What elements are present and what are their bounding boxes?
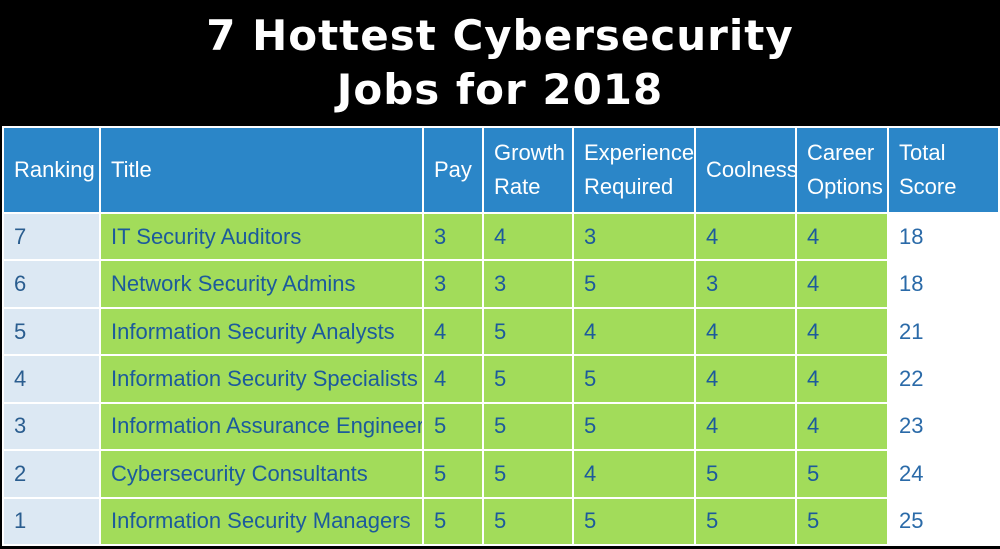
page-title-line-1: 7 Hottest Cybersecurity [206,11,794,60]
cell-title: Information Assurance Engineers [99,401,424,452]
cell-coolness: 5 [694,496,797,547]
cell-experience: 5 [572,354,696,404]
header-row: Ranking Title Pay Growth Rate Experience… [2,126,1000,214]
cell-growth-rate: 4 [482,211,574,262]
cell-career-options: 4 [795,211,889,262]
table-row: 3 Information Assurance Engineers 5 5 5 … [2,401,1000,452]
page-title-line-2: Jobs for 2018 [336,65,664,114]
header-pay: Pay [422,126,484,214]
cell-ranking: 7 [2,211,101,262]
cell-pay: 3 [422,259,484,309]
cell-total-score: 18 [887,259,1000,309]
cell-ranking: 2 [2,449,101,499]
cell-pay: 5 [422,401,484,452]
cell-pay: 4 [422,354,484,404]
cell-pay: 5 [422,496,484,547]
header-ranking: Ranking [2,126,101,214]
cell-ranking: 4 [2,354,101,404]
cell-growth-rate: 5 [482,354,574,404]
cell-experience: 4 [572,449,696,499]
cell-growth-rate: 5 [482,401,574,452]
header-career-options: Career Options [795,126,889,214]
header-total-score: Total Score [887,126,1000,214]
cell-experience: 5 [572,401,696,452]
cell-growth-rate: 5 [482,449,574,499]
table-row: 1 Information Security Managers 5 5 5 5 … [2,496,1000,547]
cell-experience: 3 [572,211,696,262]
table-row: 4 Information Security Specialists 4 5 5… [2,354,1000,404]
cell-growth-rate: 3 [482,259,574,309]
cell-career-options: 5 [795,449,889,499]
cell-career-options: 4 [795,259,889,309]
cell-ranking: 5 [2,306,101,357]
header-title: Title [99,126,424,214]
cell-total-score: 21 [887,306,1000,357]
cell-coolness: 4 [694,306,797,357]
table-row: 5 Information Security Analysts 4 5 4 4 … [2,306,1000,357]
cell-coolness: 4 [694,354,797,404]
cell-coolness: 4 [694,401,797,452]
cell-experience: 5 [572,496,696,547]
cell-title: Cybersecurity Consultants [99,449,424,499]
cell-ranking: 1 [2,496,101,547]
cell-growth-rate: 5 [482,306,574,357]
table-row: 6 Network Security Admins 3 3 5 3 4 18 [2,259,1000,309]
cell-total-score: 18 [887,211,1000,262]
cell-career-options: 4 [795,306,889,357]
header-growth-rate: Growth Rate [482,126,574,214]
table-row: 2 Cybersecurity Consultants 5 5 4 5 5 24 [2,449,1000,499]
cell-pay: 4 [422,306,484,357]
cell-coolness: 4 [694,211,797,262]
cell-growth-rate: 5 [482,496,574,547]
cell-total-score: 23 [887,401,1000,452]
cell-title: Information Security Managers [99,496,424,547]
cell-title: IT Security Auditors [99,211,424,262]
header-experience-required: Experience Required [572,126,696,214]
cell-experience: 4 [572,306,696,357]
header-coolness: Coolness [694,126,797,214]
jobs-table: Ranking Title Pay Growth Rate Experience… [2,126,1000,547]
cell-career-options: 4 [795,354,889,404]
table-row: 7 IT Security Auditors 3 4 3 4 4 18 [2,211,1000,262]
title-banner: 7 Hottest Cybersecurity Jobs for 2018 [0,0,1000,126]
cell-career-options: 4 [795,401,889,452]
cell-title: Information Security Analysts [99,306,424,357]
cell-career-options: 5 [795,496,889,547]
cell-total-score: 22 [887,354,1000,404]
cell-total-score: 24 [887,449,1000,499]
cell-pay: 5 [422,449,484,499]
cell-ranking: 6 [2,259,101,309]
cell-pay: 3 [422,211,484,262]
cell-coolness: 5 [694,449,797,499]
cell-coolness: 3 [694,259,797,309]
cell-title: Network Security Admins [99,259,424,309]
cell-total-score: 25 [887,496,1000,547]
cell-experience: 5 [572,259,696,309]
cell-title: Information Security Specialists [99,354,424,404]
cell-ranking: 3 [2,401,101,452]
